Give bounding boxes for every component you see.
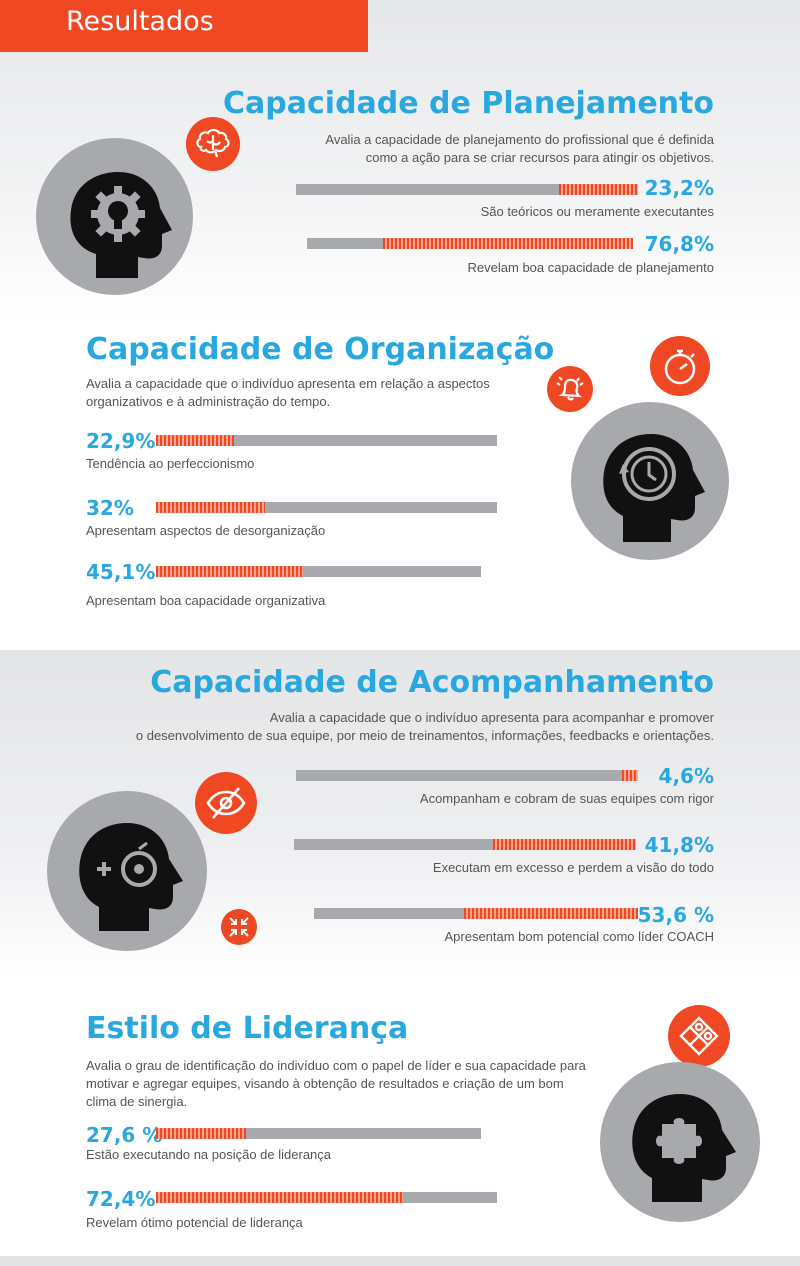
footer-strip bbox=[0, 1256, 800, 1266]
section-description-acompanhamento: Avalia a capacidade que o indivíduo apre… bbox=[135, 710, 714, 743]
bar-track bbox=[314, 908, 638, 919]
section-title-acompanhamento: Capacidade de Acompanhamento bbox=[150, 665, 714, 700]
stat-value: 72,4% bbox=[86, 1187, 156, 1211]
bar-fill bbox=[382, 238, 633, 249]
bar-fill bbox=[622, 770, 638, 781]
stat-label: Estão executando na posição de liderança bbox=[86, 1147, 332, 1162]
bar-fill bbox=[464, 908, 638, 919]
section-title-planejamento: Capacidade de Planejamento bbox=[223, 86, 714, 121]
bar-track bbox=[156, 1128, 481, 1139]
eye-slash-icon bbox=[195, 772, 257, 834]
stat-value: 53,6 % bbox=[637, 903, 714, 927]
section-description-organizacao: Avalia a capacidade que o indivíduo apre… bbox=[86, 376, 490, 409]
alarm-bell-icon bbox=[547, 366, 593, 412]
stat-value: 41,8% bbox=[644, 833, 714, 857]
bar-track bbox=[296, 770, 638, 781]
stat-label: Apresentam boa capacidade organizativa bbox=[86, 593, 326, 608]
bar-track bbox=[156, 435, 497, 446]
results-tab: Resultados bbox=[0, 0, 368, 52]
brain-icon bbox=[186, 117, 240, 171]
bar-track bbox=[296, 184, 638, 195]
bar-track bbox=[156, 502, 497, 513]
section-title-organizacao: Capacidade de Organização bbox=[86, 332, 555, 367]
stat-label: Revelam ótimo potencial de liderança bbox=[86, 1215, 303, 1230]
head-gear-bulb-icon bbox=[36, 138, 193, 295]
section-description-lideranca: Avalia o grau de identificação do indiví… bbox=[86, 1058, 586, 1109]
stat-value: 23,2% bbox=[644, 176, 714, 200]
head-clock-icon bbox=[571, 402, 729, 560]
bar-track bbox=[156, 566, 481, 577]
stat-label: Executam em excesso e perdem a visão do … bbox=[432, 860, 714, 875]
bar-track bbox=[307, 238, 633, 249]
page-title: Resultados bbox=[66, 6, 214, 37]
bar-fill bbox=[156, 566, 303, 577]
stat-value: 76,8% bbox=[644, 232, 714, 256]
bar-track bbox=[294, 839, 636, 850]
head-puzzle-icon bbox=[600, 1062, 760, 1222]
stopwatch-icon bbox=[650, 336, 710, 396]
section-description-planejamento: Avalia a capacidade de planejamento do p… bbox=[325, 132, 714, 165]
bar-fill bbox=[156, 435, 235, 446]
stat-value: 4,6% bbox=[658, 764, 714, 788]
head-target-icon bbox=[47, 791, 207, 951]
bar-fill bbox=[493, 839, 636, 850]
stat-value: 27,6 % bbox=[86, 1123, 163, 1147]
section-title-lideranca: Estilo de Liderança bbox=[86, 1011, 409, 1046]
stat-label: São teóricos ou meramente executantes bbox=[480, 204, 714, 219]
bar-fill bbox=[558, 184, 638, 195]
stat-value: 22,9% bbox=[86, 429, 156, 453]
bar-track bbox=[156, 1192, 497, 1203]
stat-label: Tendência ao perfeccionismo bbox=[86, 456, 255, 471]
stat-label: Acompanham e cobram de suas equipes com … bbox=[419, 791, 714, 806]
puzzle-icon bbox=[668, 1005, 730, 1067]
compress-arrows-icon bbox=[221, 909, 257, 945]
stat-value: 32% bbox=[86, 496, 134, 520]
stat-label: Apresentam aspectos de desorganização bbox=[86, 523, 326, 538]
stat-value: 45,1% bbox=[86, 560, 156, 584]
stat-label: Revelam boa capacidade de planejamento bbox=[467, 260, 714, 275]
bar-fill bbox=[156, 1192, 403, 1203]
bar-fill bbox=[156, 1128, 246, 1139]
stat-label: Apresentam bom potencial como líder COAC… bbox=[444, 929, 714, 944]
bar-fill bbox=[156, 502, 266, 513]
